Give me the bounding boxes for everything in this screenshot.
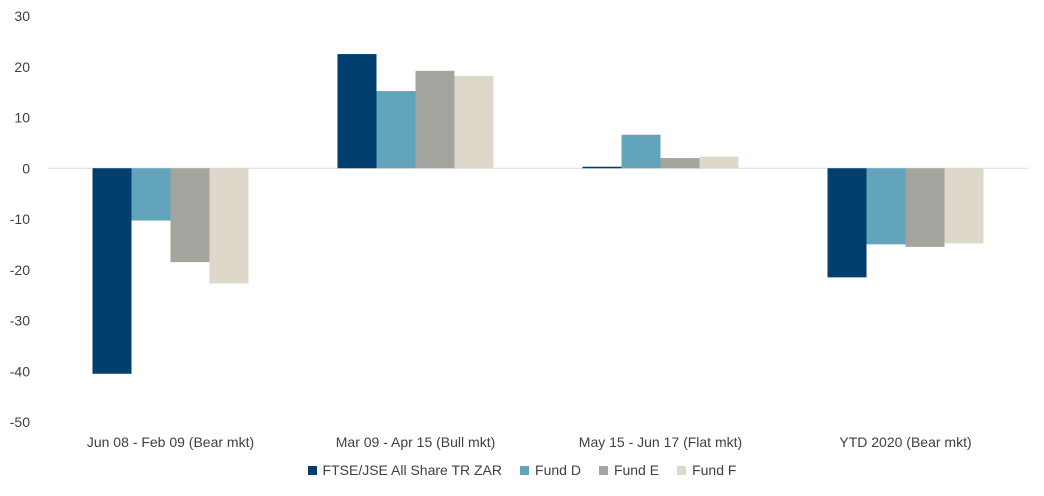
legend-item: Fund D	[520, 462, 581, 478]
bar	[699, 156, 739, 169]
legend-label: FTSE/JSE All Share TR ZAR	[322, 462, 503, 478]
x-category-label: Mar 09 - Apr 15 (Bull mkt)	[336, 434, 496, 450]
legend-swatch	[677, 465, 687, 475]
legend-swatch	[307, 465, 317, 475]
y-tick-label: -50	[10, 414, 30, 430]
y-tick-label: 30	[14, 8, 30, 24]
bar	[660, 158, 700, 169]
legend-swatch	[520, 465, 530, 475]
bar	[454, 75, 494, 169]
x-category-label: Jun 08 - Feb 09 (Bear mkt)	[87, 434, 254, 450]
x-category-label: YTD 2020 (Bear mkt)	[839, 434, 971, 450]
bar	[209, 168, 249, 284]
bar	[376, 91, 416, 169]
legend-label: Fund E	[613, 462, 660, 478]
legend-label: Fund F	[692, 462, 737, 478]
y-tick-label: -40	[10, 363, 30, 379]
bar	[866, 168, 906, 245]
bar	[944, 168, 984, 244]
legend-item: FTSE/JSE All Share TR ZAR	[307, 462, 503, 478]
y-tick-label: 0	[22, 160, 30, 176]
bar	[621, 134, 661, 169]
legend-swatch	[598, 465, 608, 475]
y-tick-label: -30	[10, 313, 30, 329]
legend-label: Fund D	[535, 462, 581, 478]
legend-item: Fund E	[598, 462, 660, 478]
bar	[827, 168, 867, 278]
bar	[131, 168, 171, 221]
bar	[170, 168, 210, 263]
bar	[415, 70, 455, 169]
y-tick-label: -20	[10, 262, 30, 278]
y-tick-label: 20	[14, 59, 30, 75]
bar	[92, 168, 132, 374]
chart-legend: FTSE/JSE All Share TR ZAR Fund D Fund E Fun…	[0, 462, 1044, 478]
y-tick-label: 10	[14, 110, 30, 126]
bar	[905, 168, 945, 247]
bar	[337, 54, 377, 169]
y-tick-label: -10	[10, 211, 30, 227]
x-category-label: May 15 - Jun 17 (Flat mkt)	[579, 434, 742, 450]
legend-item: Fund F	[677, 462, 736, 478]
bar	[582, 166, 622, 169]
